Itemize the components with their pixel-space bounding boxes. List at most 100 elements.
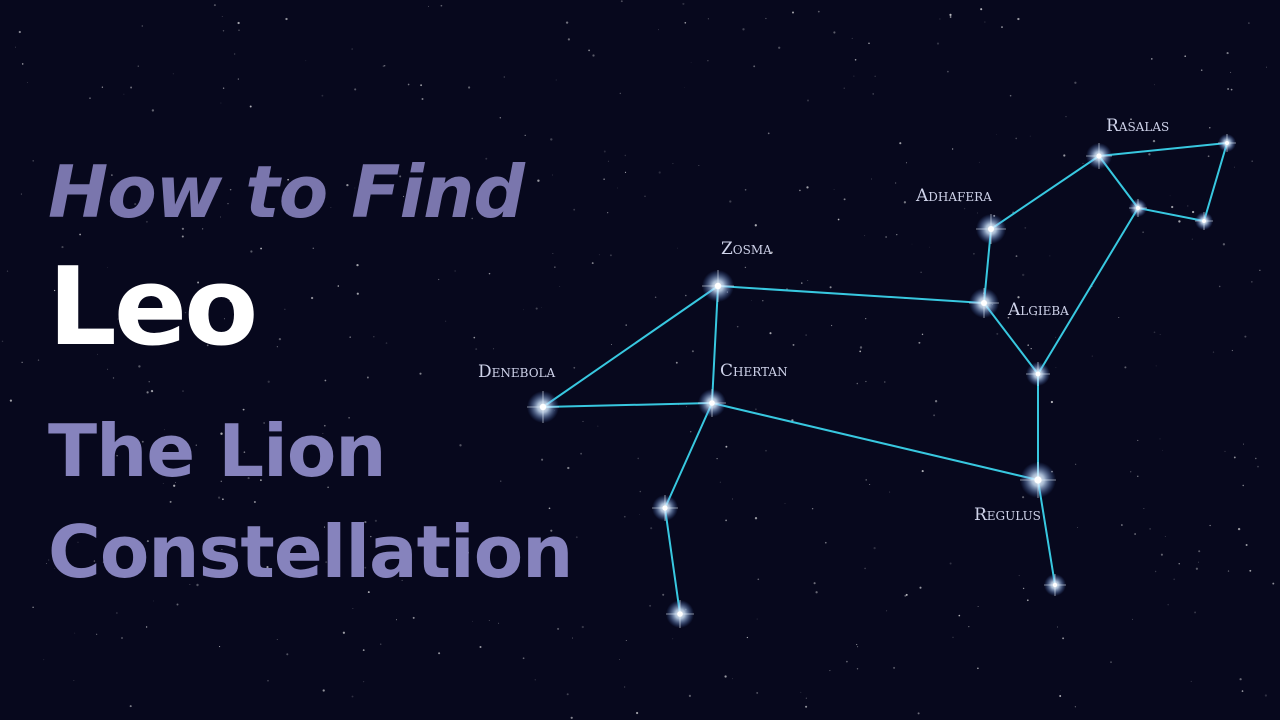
background-star	[364, 566, 367, 569]
background-star	[420, 84, 423, 87]
background-star	[843, 87, 845, 89]
background-star	[1065, 116, 1067, 118]
background-star	[566, 693, 569, 696]
background-star	[1063, 154, 1066, 157]
background-star	[32, 606, 34, 608]
background-star	[468, 86, 471, 89]
background-star	[1233, 456, 1236, 459]
background-star	[1121, 524, 1123, 526]
background-star	[260, 479, 262, 482]
background-star	[438, 652, 441, 655]
background-star	[238, 29, 240, 31]
background-star	[330, 207, 332, 209]
background-star	[603, 178, 605, 180]
background-star	[485, 157, 488, 160]
background-star	[1132, 618, 1134, 620]
background-star	[919, 586, 922, 589]
background-star	[894, 182, 897, 184]
background-star	[792, 11, 794, 14]
background-star	[917, 712, 920, 715]
background-star	[1231, 349, 1234, 352]
background-star	[263, 422, 265, 424]
background-star	[227, 203, 229, 205]
background-star	[37, 359, 40, 361]
background-star	[1191, 210, 1195, 214]
background-star	[1218, 285, 1221, 288]
background-star	[229, 188, 232, 191]
background-star	[351, 48, 353, 50]
background-star	[806, 99, 810, 102]
background-star	[364, 521, 367, 524]
background-star	[784, 503, 786, 504]
background-star	[1171, 205, 1174, 209]
background-star	[395, 619, 398, 621]
background-star	[736, 325, 739, 328]
background-star	[321, 94, 324, 97]
background-star	[658, 29, 659, 31]
background-star	[137, 65, 139, 67]
background-star	[865, 318, 867, 320]
background-star	[1124, 366, 1127, 369]
background-star	[1017, 296, 1020, 299]
background-star	[310, 296, 314, 300]
background-star	[1110, 661, 1112, 663]
background-star	[951, 148, 954, 150]
background-star	[1251, 281, 1253, 283]
background-star	[559, 286, 561, 287]
background-star	[93, 560, 96, 562]
background-star	[807, 279, 809, 282]
background-star	[346, 183, 349, 187]
constellation-line	[1037, 207, 1139, 375]
background-star	[903, 201, 907, 204]
constellation-line	[664, 402, 713, 509]
background-star	[391, 552, 394, 555]
background-star	[635, 711, 639, 715]
background-star	[682, 2, 685, 5]
background-star	[1155, 365, 1157, 367]
background-star	[1272, 582, 1275, 585]
background-star	[43, 659, 45, 661]
background-star	[980, 8, 983, 11]
background-star	[243, 451, 246, 453]
background-star	[1187, 205, 1189, 207]
background-star	[48, 559, 50, 561]
background-star	[498, 622, 500, 624]
background-star	[1167, 603, 1169, 606]
background-star	[1255, 457, 1257, 460]
background-star	[644, 195, 646, 198]
constellation-line	[664, 507, 681, 615]
background-star	[1226, 52, 1229, 55]
background-star	[53, 289, 56, 292]
star-label-chertan: Chertan	[720, 361, 788, 381]
background-star	[762, 300, 764, 302]
background-star	[164, 429, 165, 431]
background-star	[857, 646, 859, 648]
background-star	[815, 591, 818, 594]
background-star	[488, 620, 490, 621]
background-star	[1050, 400, 1054, 404]
background-star	[1059, 695, 1062, 697]
background-star	[354, 187, 356, 189]
background-star	[356, 263, 359, 267]
background-star	[1151, 58, 1153, 60]
background-star	[865, 380, 867, 383]
background-star	[557, 627, 560, 630]
background-star	[995, 134, 997, 135]
background-star	[21, 361, 23, 363]
background-star	[1257, 465, 1259, 468]
background-star	[690, 62, 692, 64]
background-star	[1142, 231, 1144, 233]
title-constellation: Constellation	[48, 510, 573, 594]
background-star	[195, 444, 197, 446]
background-star	[575, 536, 578, 539]
background-star	[684, 21, 687, 24]
background-star	[362, 680, 365, 683]
background-star	[554, 266, 556, 268]
background-star	[856, 382, 859, 385]
background-star	[1134, 533, 1136, 535]
background-star	[1154, 570, 1157, 573]
background-star	[811, 508, 814, 510]
background-star	[624, 686, 626, 688]
background-star	[824, 541, 827, 544]
background-star	[312, 247, 315, 250]
